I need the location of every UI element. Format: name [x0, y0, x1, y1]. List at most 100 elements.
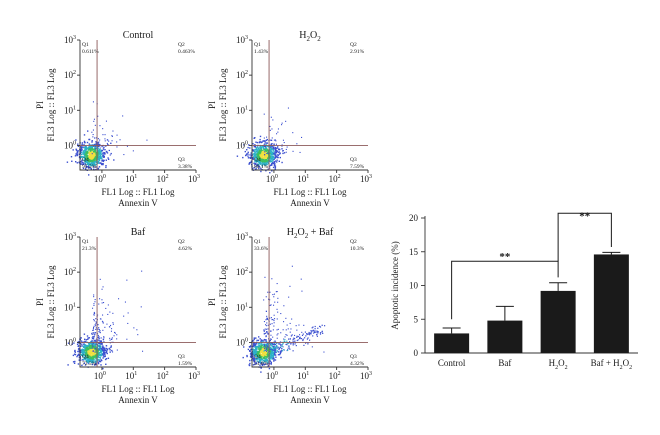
scatter-point: [255, 348, 257, 350]
q3-label: Q3: [350, 157, 357, 163]
q2-label: Q2: [178, 239, 185, 245]
scatter-point: [78, 340, 80, 343]
scatter-point: [259, 353, 261, 355]
scatter-point: [258, 167, 260, 170]
scatter-point: [93, 151, 95, 153]
scatter-point: [286, 334, 288, 336]
scatter-point: [288, 296, 290, 298]
scatter-point: [100, 337, 102, 339]
scatter-point: [101, 146, 103, 148]
scatter-point: [276, 347, 278, 349]
scatter-point: [265, 336, 267, 338]
scatter-point: [274, 166, 277, 169]
scatter-point: [266, 138, 268, 141]
axis-lines: [79, 237, 196, 368]
q2-value: 4.62%: [178, 246, 193, 252]
scatter-point: [269, 355, 271, 358]
scatter-point: [269, 150, 272, 152]
scatter-point: [253, 342, 255, 344]
scatter-point: [247, 157, 250, 159]
scatter-point: [146, 139, 148, 141]
scatter-point: [263, 339, 265, 341]
scatter-point: [85, 359, 88, 362]
x-tick-label: 100: [266, 371, 278, 381]
y-tick-label: 100: [236, 140, 248, 150]
scatter-point: [294, 338, 296, 340]
scatter-point: [90, 145, 92, 148]
scatter-point: [274, 162, 276, 164]
scatter-point: [253, 352, 255, 354]
y-tick-label: 101: [64, 302, 76, 312]
scatter-points: [67, 270, 144, 370]
scatter-point: [126, 145, 128, 147]
scatter-point: [103, 346, 105, 348]
scatter-point: [101, 156, 103, 158]
scatter-point: [249, 353, 252, 355]
scatter-point: [100, 156, 102, 158]
scatter-point: [285, 343, 287, 345]
scatter-point: [86, 357, 89, 359]
scatter-point: [263, 340, 265, 342]
scatter-point: [301, 290, 303, 292]
scatter-point: [287, 349, 289, 351]
scatter-point: [253, 152, 256, 155]
scatter-point: [90, 355, 93, 357]
scatter-point: [255, 160, 257, 162]
scatter-point: [97, 148, 99, 150]
scatter-point: [294, 343, 296, 345]
scatter-point: [253, 145, 255, 148]
scatter-point: [273, 344, 275, 346]
scatter-point: [116, 334, 118, 336]
scatter-point: [107, 143, 109, 145]
scatter-point: [82, 351, 84, 354]
scatter-point: [312, 335, 314, 337]
scatter-point: [93, 359, 95, 361]
scatter-point: [273, 347, 275, 349]
scatter-point: [97, 350, 99, 352]
scatter-point: [99, 147, 101, 149]
scatter-point: [95, 351, 97, 353]
scatter-point: [73, 342, 75, 344]
scatter-point: [269, 339, 271, 342]
y-tick-label: 100: [236, 337, 248, 347]
scatter-point: [305, 342, 307, 344]
scatter-point: [124, 301, 126, 303]
scatter-point: [103, 350, 105, 352]
scatter-point: [97, 158, 99, 160]
scatter-point: [269, 304, 271, 306]
scatter-point: [269, 353, 272, 356]
scatter-point: [78, 162, 81, 164]
scatter-point: [86, 352, 88, 354]
scatter-point: [101, 288, 103, 290]
scatter-point: [92, 158, 94, 160]
scatter-point: [253, 156, 255, 159]
scatter-point: [109, 347, 111, 349]
scatter-point: [255, 154, 257, 156]
scatter-point: [99, 155, 101, 157]
scatter-point: [93, 336, 95, 338]
scatter-point: [88, 355, 90, 357]
scatter-point: [89, 359, 92, 361]
scatter-point: [262, 146, 264, 149]
scatter-point: [266, 344, 268, 346]
axis-lines: [79, 40, 196, 171]
scatter-point: [273, 320, 275, 322]
scatter-point: [257, 343, 260, 345]
flow-cytometry-panels: ControlQ10.611%Q20.463%Q495.5%Q33.38%100…: [35, 30, 372, 405]
scatter-point: [97, 148, 99, 151]
scatter-point: [102, 159, 104, 162]
scatter-point: [78, 359, 80, 361]
scatter-point: [265, 349, 267, 351]
scatter-point: [90, 168, 92, 170]
scatter-point: [258, 359, 260, 361]
scatter-point: [102, 346, 104, 348]
scatter-point: [278, 353, 281, 356]
q2-label: Q2: [350, 239, 357, 245]
scatter-point: [84, 163, 86, 165]
scatter-point: [95, 332, 97, 334]
scatter-point: [250, 161, 253, 163]
scatter-point: [95, 327, 97, 329]
scatter-point: [95, 153, 97, 155]
scatter-point: [269, 348, 271, 350]
scatter-point: [292, 350, 294, 352]
